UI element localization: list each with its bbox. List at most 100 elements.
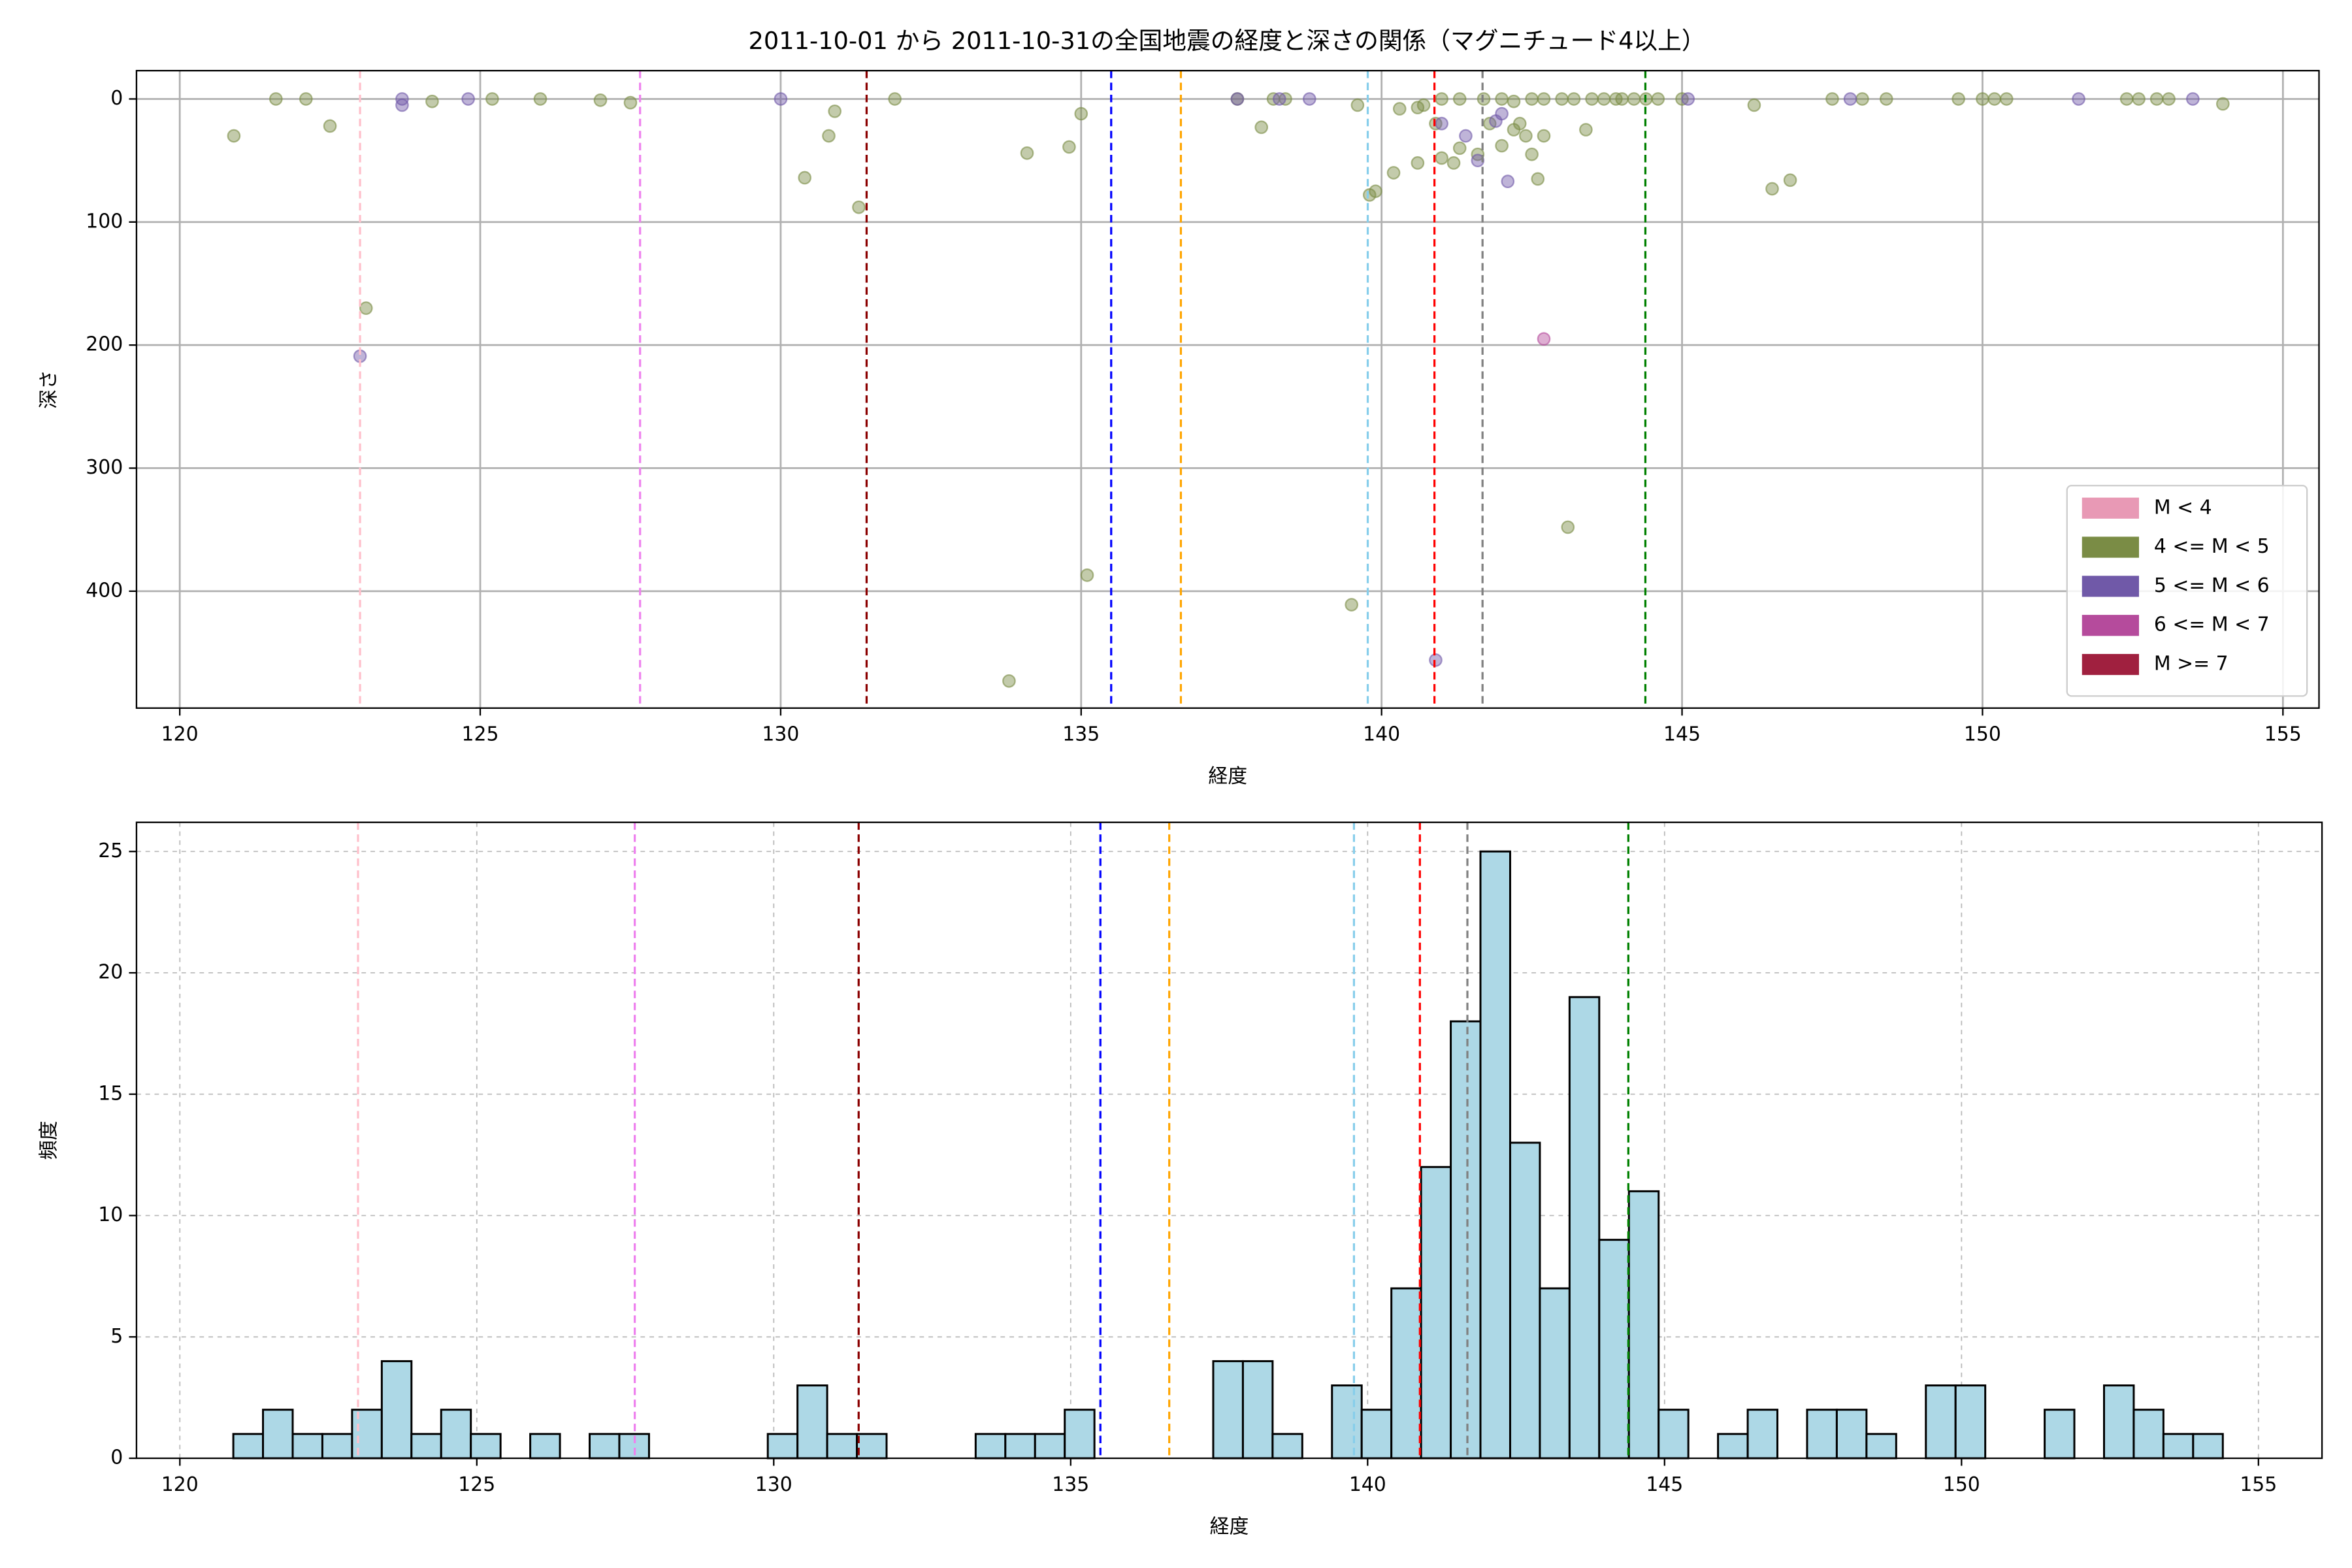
point bbox=[1747, 98, 1761, 112]
bar bbox=[974, 1433, 1007, 1460]
bar bbox=[291, 1433, 323, 1460]
point bbox=[1561, 520, 1575, 534]
point bbox=[359, 301, 373, 316]
bar bbox=[2192, 1433, 2224, 1460]
chart-title: 2011-10-01 から 2011-10-31の全国地震の経度と深さの関係（マ… bbox=[748, 27, 1705, 55]
bar bbox=[1034, 1433, 1066, 1460]
bar bbox=[1746, 1409, 1779, 1460]
bar bbox=[1806, 1409, 1838, 1460]
x-tick-label: 145 bbox=[1646, 1473, 1683, 1496]
bar bbox=[321, 1433, 353, 1460]
point bbox=[1495, 139, 1509, 153]
bar bbox=[410, 1433, 442, 1460]
x-tick-label: 155 bbox=[2264, 723, 2302, 746]
point bbox=[1507, 94, 1521, 108]
point bbox=[852, 200, 866, 214]
legend: M < 4 4 <= M < 5 5 <= M < 6 6 <= M < 7 M >= … bbox=[2066, 485, 2308, 697]
y-tick-label: 25 bbox=[98, 840, 123, 862]
point bbox=[1345, 598, 1359, 612]
y-tick-label: 0 bbox=[110, 87, 123, 110]
bar bbox=[1241, 1360, 1274, 1460]
point bbox=[425, 94, 439, 108]
point bbox=[1879, 92, 1893, 106]
point bbox=[774, 92, 788, 106]
point bbox=[1452, 141, 1467, 155]
bar bbox=[1360, 1409, 1393, 1460]
point bbox=[2132, 92, 2146, 106]
x-tick-label: 125 bbox=[458, 1473, 495, 1496]
point bbox=[2119, 92, 2134, 106]
point bbox=[1579, 123, 1593, 137]
bar bbox=[1390, 1287, 1422, 1460]
point bbox=[1392, 102, 1407, 116]
bar bbox=[262, 1409, 294, 1460]
point bbox=[1471, 154, 1485, 167]
point bbox=[593, 93, 608, 107]
y-tick-label: 100 bbox=[86, 210, 123, 233]
y-axis-label: 頻度 bbox=[37, 1120, 60, 1160]
point bbox=[533, 92, 547, 106]
point bbox=[1976, 92, 1989, 106]
point bbox=[227, 129, 241, 143]
y-tick-label: 200 bbox=[86, 333, 123, 356]
bar bbox=[1450, 1020, 1482, 1460]
y-tick-label: 5 bbox=[110, 1325, 123, 1348]
x-axis-label: 経度 bbox=[1210, 1515, 1249, 1538]
y-tick-label: 15 bbox=[98, 1082, 123, 1105]
bar bbox=[1479, 850, 1511, 1460]
x-axis-label: 経度 bbox=[1208, 765, 1247, 788]
bar bbox=[1865, 1433, 1897, 1460]
point bbox=[1446, 156, 1461, 170]
point bbox=[1495, 106, 1509, 121]
point bbox=[1386, 166, 1401, 180]
point bbox=[1459, 129, 1473, 143]
point bbox=[323, 119, 337, 133]
point bbox=[1525, 92, 1539, 106]
plot-frame bbox=[135, 69, 2320, 709]
point bbox=[1843, 92, 1857, 106]
x-tick-label: 150 bbox=[1964, 723, 2001, 746]
bar bbox=[1627, 1190, 1660, 1460]
y-tick-label: 300 bbox=[86, 456, 123, 479]
legend-label: 6 <= M < 7 bbox=[2154, 613, 2270, 636]
x-tick-label: 130 bbox=[762, 723, 799, 746]
point bbox=[1429, 653, 1443, 667]
point bbox=[1350, 98, 1365, 112]
point bbox=[1537, 332, 1551, 346]
bar bbox=[2162, 1433, 2195, 1460]
point bbox=[1080, 568, 1094, 582]
legend-swatch bbox=[2082, 653, 2139, 676]
point bbox=[395, 92, 409, 106]
point bbox=[1302, 92, 1316, 106]
x-tick-label: 120 bbox=[161, 1473, 199, 1496]
y-tick-label: 400 bbox=[86, 579, 123, 602]
point bbox=[1531, 172, 1545, 186]
y-tick-label: 10 bbox=[98, 1203, 123, 1226]
point bbox=[1369, 184, 1382, 199]
point bbox=[1435, 151, 1448, 165]
point bbox=[1952, 92, 1965, 106]
point bbox=[1597, 92, 1611, 106]
bar bbox=[440, 1409, 472, 1460]
point bbox=[1783, 173, 1797, 188]
point bbox=[1002, 674, 1016, 688]
point bbox=[1555, 92, 1569, 106]
x-tick-label: 125 bbox=[462, 723, 499, 746]
bar bbox=[351, 1409, 383, 1460]
point bbox=[1627, 92, 1641, 106]
point bbox=[2186, 92, 2200, 106]
point bbox=[1651, 92, 1665, 106]
legend-label: 5 <= M < 6 bbox=[2154, 574, 2270, 597]
y-axis-label: 深さ bbox=[37, 370, 60, 409]
point bbox=[1825, 92, 1839, 106]
point bbox=[1416, 98, 1431, 112]
point bbox=[461, 92, 475, 106]
bar bbox=[1331, 1384, 1363, 1460]
point bbox=[1537, 129, 1551, 143]
plot-frame bbox=[135, 821, 2323, 1460]
point bbox=[1272, 92, 1286, 106]
bar bbox=[589, 1433, 621, 1460]
bar bbox=[796, 1384, 828, 1460]
legend-swatch bbox=[2082, 497, 2139, 519]
